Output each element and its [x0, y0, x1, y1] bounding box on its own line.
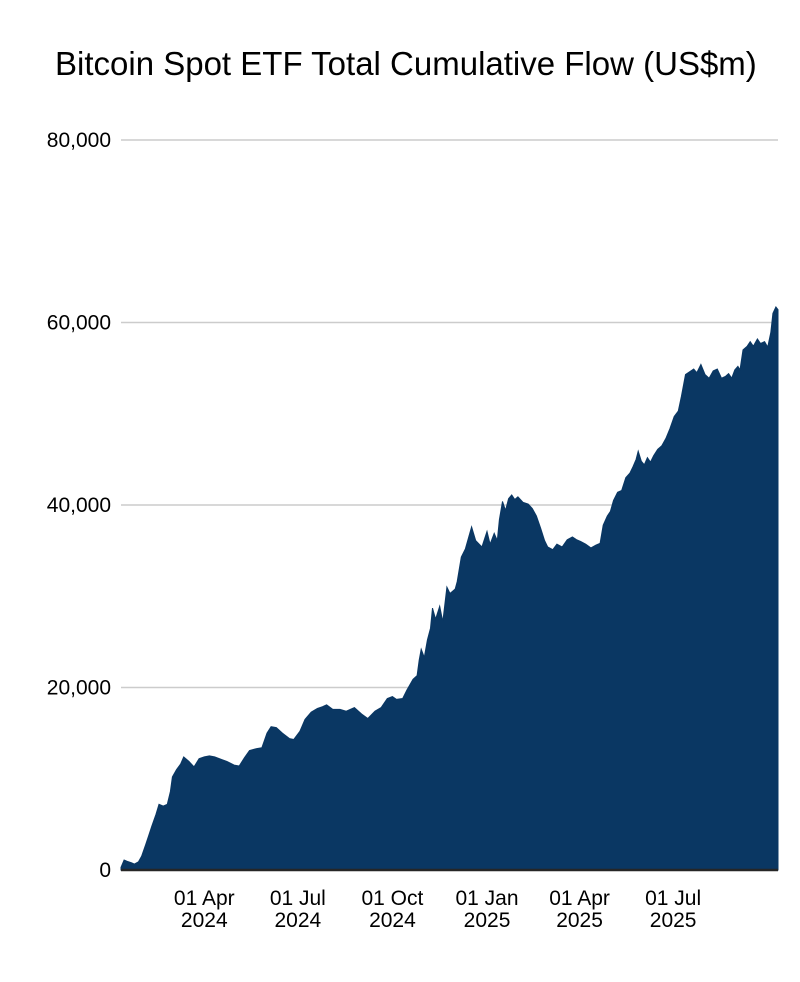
x-axis-tick-label: 01 Apr 2024: [174, 887, 235, 932]
x-axis-tick-label: 01 Jul 2025: [645, 887, 701, 932]
x-axis-tick-label: 01 Oct 2024: [361, 887, 423, 932]
y-axis-tick-label: 20,000: [47, 677, 111, 700]
x-axis-tick-label: 01 Apr 2025: [549, 887, 610, 932]
cumulative-flow-area: [120, 306, 779, 871]
x-axis-tick-label: 01 Jul 2024: [270, 887, 326, 932]
x-axis-tick-label: 01 Jan 2025: [455, 887, 518, 932]
y-axis-tick-label: 60,000: [47, 312, 111, 335]
chart-title: Bitcoin Spot ETF Total Cumulative Flow (…: [55, 45, 757, 82]
y-axis-tick-label: 80,000: [47, 129, 111, 152]
y-axis-tick-label: 0: [99, 859, 111, 882]
y-axis-tick-label: 40,000: [47, 494, 111, 517]
